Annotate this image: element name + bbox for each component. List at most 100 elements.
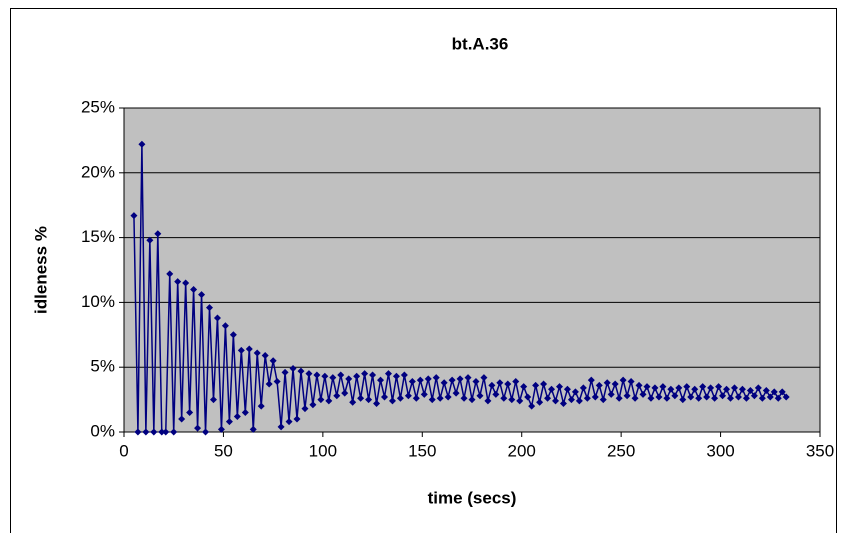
data-point — [202, 428, 210, 436]
data-point — [178, 415, 186, 423]
data-point — [146, 236, 154, 244]
data-point — [524, 393, 532, 401]
data-point — [583, 394, 591, 402]
data-point — [675, 384, 683, 392]
data-point — [357, 394, 365, 402]
x-tick-label: 0 — [119, 441, 128, 460]
y-axis-label: idleness % — [31, 226, 50, 314]
data-point — [313, 371, 321, 379]
data-point — [237, 346, 245, 354]
data-point — [229, 331, 237, 339]
data-point — [424, 375, 432, 383]
data-point — [599, 396, 607, 404]
data-point — [758, 394, 766, 402]
data-point — [245, 345, 253, 353]
data-point — [134, 428, 142, 436]
data-point — [464, 374, 472, 382]
data-point — [516, 397, 524, 405]
data-point — [480, 374, 488, 382]
x-axis-label: time (secs) — [428, 488, 517, 507]
data-point — [643, 383, 651, 391]
data-point — [504, 380, 512, 388]
data-point — [627, 377, 635, 385]
data-point — [623, 392, 631, 400]
data-point — [774, 394, 782, 402]
data-point — [691, 385, 699, 393]
data-point — [174, 278, 182, 286]
y-tick-label: 5% — [90, 357, 115, 376]
data-point — [655, 393, 663, 401]
data-point — [536, 398, 544, 406]
data-point — [384, 370, 392, 378]
data-point — [213, 314, 221, 322]
x-tick-label: 100 — [309, 441, 337, 460]
data-point — [233, 412, 241, 420]
data-point — [679, 396, 687, 404]
data-point — [309, 401, 317, 409]
data-point — [265, 380, 273, 388]
data-point — [150, 428, 158, 436]
data-point — [353, 372, 361, 380]
data-point — [587, 376, 595, 384]
data-point — [663, 394, 671, 402]
x-tick-label: 300 — [706, 441, 734, 460]
y-tick-label: 25% — [81, 97, 115, 116]
data-point — [253, 349, 261, 357]
data-point — [611, 380, 619, 388]
data-point — [420, 390, 428, 398]
data-point — [472, 377, 480, 385]
data-point — [639, 390, 647, 398]
data-point — [349, 398, 357, 406]
data-point — [436, 394, 444, 402]
data-point — [158, 428, 166, 436]
data-point — [361, 370, 369, 378]
data-point — [723, 385, 731, 393]
data-point — [194, 424, 202, 432]
data-point — [448, 376, 456, 384]
data-point — [182, 279, 190, 287]
data-point — [138, 140, 146, 148]
data-point — [166, 270, 174, 278]
data-point — [766, 393, 774, 401]
data-point — [782, 393, 790, 401]
data-point — [186, 409, 194, 417]
data-point — [750, 392, 758, 400]
data-point — [285, 418, 293, 426]
data-point — [269, 357, 277, 365]
data-point — [496, 379, 504, 387]
data-point — [408, 377, 416, 385]
data-point — [377, 376, 385, 384]
data-point — [603, 379, 611, 387]
y-tick-label: 10% — [81, 292, 115, 311]
data-point — [734, 393, 742, 401]
x-tick-label: 350 — [806, 441, 834, 460]
data-point — [404, 392, 412, 400]
data-point — [703, 393, 711, 401]
data-point — [396, 394, 404, 402]
data-point — [738, 385, 746, 393]
data-point — [544, 394, 552, 402]
data-point — [321, 372, 329, 380]
data-point — [365, 396, 373, 404]
data-point — [337, 371, 345, 379]
data-point — [341, 389, 349, 397]
data-point — [317, 396, 325, 404]
data-point — [540, 380, 548, 388]
data-point — [369, 371, 377, 379]
data-point — [571, 388, 579, 396]
data-point — [281, 368, 289, 376]
data-point — [508, 396, 516, 404]
data-point — [651, 384, 659, 392]
data-point — [333, 392, 341, 400]
data-point — [683, 383, 691, 391]
data-point — [770, 388, 778, 396]
data-point — [532, 381, 540, 389]
data-point — [154, 230, 162, 238]
data-point — [615, 394, 623, 402]
data-point — [460, 394, 468, 402]
data-point — [257, 402, 265, 410]
data-point — [555, 383, 563, 391]
data-point — [225, 418, 233, 426]
data-point — [699, 383, 707, 391]
plot-border — [123, 107, 821, 433]
